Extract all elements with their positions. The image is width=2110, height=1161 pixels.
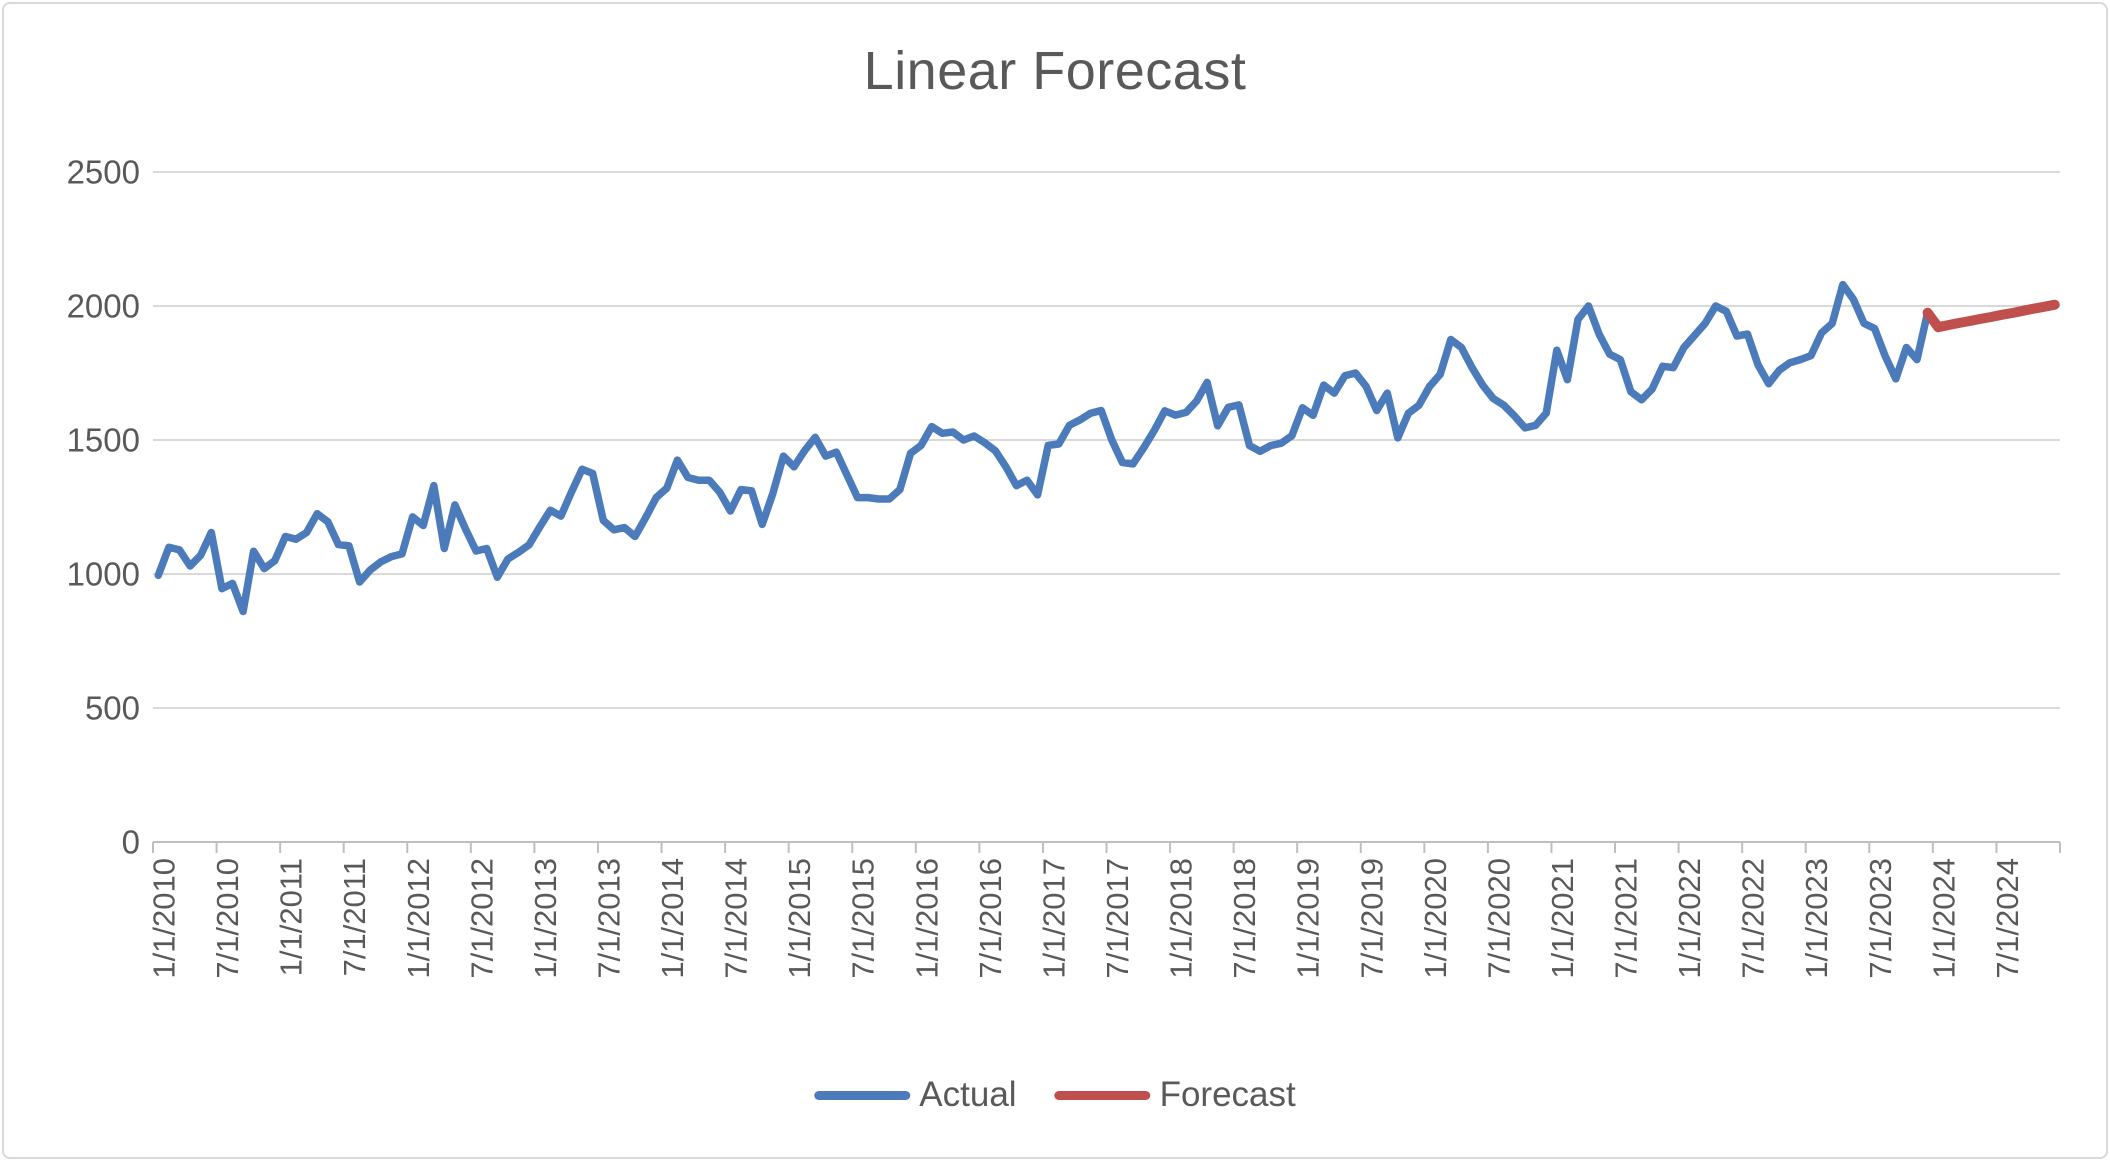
x-axis-label: 7/1/2015 [846,858,881,979]
x-axis-label: 1/1/2023 [1799,858,1834,979]
y-axis-label: 0 [122,824,140,861]
x-axis-label: 7/1/2022 [1736,858,1771,979]
legend-item-forecast[interactable]: Forecast [1054,1075,1296,1115]
legend-label-actual: Actual [919,1075,1017,1114]
x-axis-label: 1/1/2016 [909,858,944,979]
y-axis-label: 2500 [67,154,140,191]
forecast-series-line [1922,299,2060,333]
legend: Actual Forecast [814,1075,1296,1115]
x-axis-label: 7/1/2013 [591,858,626,979]
x-axis-label: 7/1/2020 [1481,858,1516,979]
actual-series-line [154,280,1932,616]
x-axis-label: 1/1/2024 [1926,858,1961,979]
x-axis-label: 1/1/2019 [1291,858,1326,979]
x-axis-label: 7/1/2010 [210,858,245,979]
x-axis-label: 1/1/2012 [401,858,436,979]
y-axis-label: 1000 [67,556,140,593]
x-axis-label: 7/1/2023 [1863,858,1898,979]
x-axis-label: 7/1/2011 [337,858,372,976]
x-axis-label: 1/1/2010 [147,858,182,979]
actual-series-swatch-icon [814,1090,911,1100]
x-axis-label: 7/1/2016 [973,858,1008,979]
x-axis-label: 1/1/2015 [782,858,817,979]
x-axis-label: 1/1/2022 [1672,858,1707,979]
x-axis-label: 7/1/2024 [1990,858,2025,979]
y-axis-label: 1500 [67,422,140,459]
x-axis-label: 1/1/2013 [528,858,563,979]
x-axis-label: 7/1/2017 [1100,858,1135,979]
x-axis-label: 7/1/2019 [1354,858,1389,979]
y-axis-label: 500 [85,690,140,727]
x-axis-label: 1/1/2020 [1418,858,1453,979]
legend-item-actual[interactable]: Actual [814,1075,1017,1115]
chart-title[interactable]: Linear Forecast [863,41,1247,101]
x-axis-label: 7/1/2021 [1609,858,1644,979]
x-axis-label: 1/1/2018 [1164,858,1199,979]
x-axis-label: 1/1/2021 [1545,858,1580,979]
x-axis-label: 1/1/2017 [1036,858,1071,979]
y-axis-label: 2000 [67,288,140,325]
x-axis-label: 7/1/2012 [464,858,499,979]
x-axis-label: 7/1/2018 [1227,858,1262,979]
legend-label-forecast: Forecast [1159,1075,1296,1114]
x-axis-label: 1/1/2011 [274,858,309,976]
x-axis-label: 7/1/2014 [719,858,754,979]
x-axis-label: 1/1/2014 [655,858,690,979]
forecast-series-swatch-icon [1054,1090,1151,1100]
